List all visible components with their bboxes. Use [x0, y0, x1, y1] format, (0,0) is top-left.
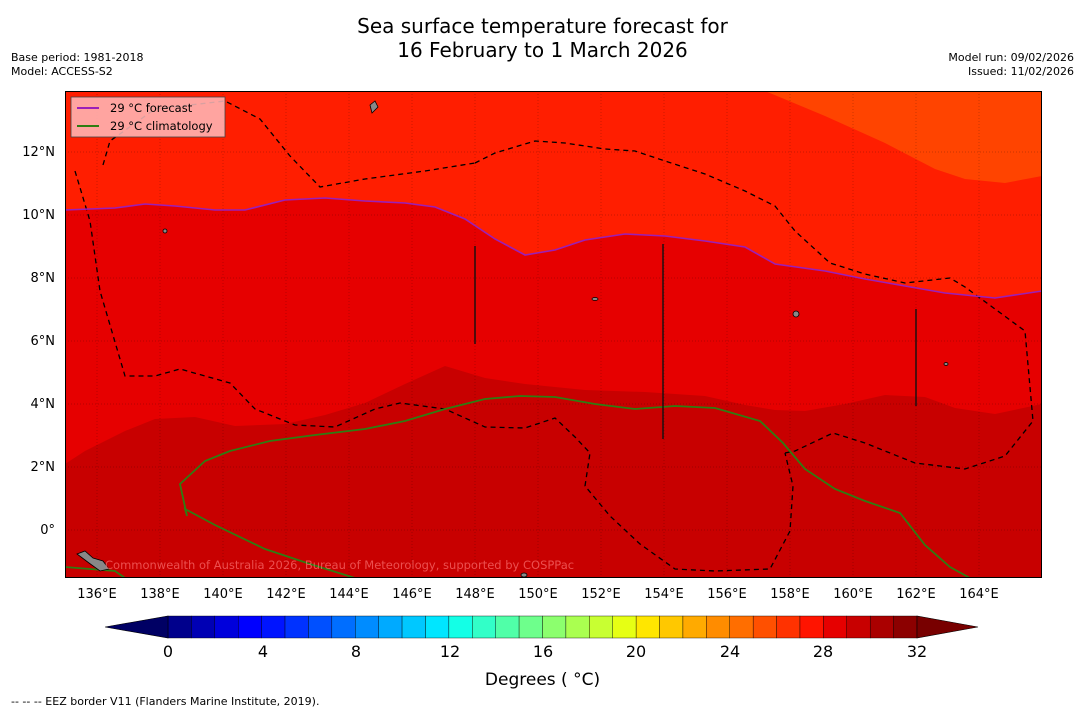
- sst-map[interactable]: 29 °C forecast 29 °C climatology Commonw…: [65, 91, 1042, 578]
- cbar-tick-12: 12: [439, 642, 461, 661]
- eez-borders: [74, 100, 1034, 572]
- lon-label-150e: 150°E: [518, 587, 558, 602]
- colorbar-cell: [846, 615, 871, 639]
- issued-date: Issued: 11/02/2026: [967, 65, 1074, 78]
- lon-label-140e: 140°E: [203, 587, 243, 602]
- colorbar-cell: [799, 615, 824, 639]
- lat-label-4n: 4°N: [30, 397, 56, 412]
- lat-label-10n: 10°N: [22, 208, 55, 223]
- eez-footnote: -- -- -- EEZ border V11 (Flanders Marine…: [11, 695, 320, 708]
- colorbar: [105, 615, 979, 639]
- colorbar-cell: [238, 615, 262, 639]
- colorbar-cell: [261, 615, 286, 639]
- colorbar-cell: [284, 615, 309, 639]
- lon-label-146e: 146°E: [392, 587, 432, 602]
- colorbar-cell: [589, 615, 613, 639]
- zone-27-28: [765, 91, 1042, 183]
- cbar-tick-28: 28: [812, 642, 834, 661]
- colorbar-cell: [682, 615, 707, 639]
- colorbar-cell: [869, 615, 894, 639]
- colorbar-under-arrow: [105, 615, 169, 639]
- lat-label-12n: 12°N: [22, 145, 55, 160]
- colorbar-cell: [893, 615, 918, 639]
- colorbar-label: Degrees ( °C): [484, 670, 601, 690]
- lon-label-138e: 138°E: [140, 587, 180, 602]
- lat-label-6n: 6°N: [30, 334, 56, 349]
- cbar-tick-32: 32: [906, 642, 928, 661]
- colorbar-cell: [565, 615, 590, 639]
- legend-forecast-label: 29 °C forecast: [110, 101, 193, 115]
- colorbar-cell: [308, 615, 333, 639]
- colorbar-cell: [472, 615, 496, 639]
- colorbar-cell: [542, 615, 567, 639]
- lon-label-148e: 148°E: [455, 587, 495, 602]
- colorbar-cell: [823, 615, 847, 639]
- colorbar-cell: [706, 615, 730, 639]
- lon-label-152e: 152°E: [581, 587, 621, 602]
- colorbar-cell: [355, 615, 379, 639]
- title-line-1: Sea surface temperature forecast for: [357, 14, 728, 38]
- colorbar-cell: [448, 615, 473, 639]
- cbar-tick-16: 16: [532, 642, 554, 661]
- lon-label-160e: 160°E: [833, 587, 873, 602]
- data-artifacts: [474, 244, 917, 439]
- contour-29-forecast: [65, 197, 1042, 299]
- model-name: Model: ACCESS-S2: [11, 65, 113, 78]
- map-frame: [65, 91, 1042, 578]
- lon-label-144e: 144°E: [329, 587, 369, 602]
- islands: [76, 100, 949, 578]
- colorbar-cell: [729, 615, 754, 639]
- meta-left: Base period: 1981-2018 Model: ACCESS-S2: [11, 51, 143, 79]
- contour-29-climatology: [65, 395, 971, 578]
- colorbar-over-arrow: [916, 615, 979, 639]
- lat-label-0: 0°: [40, 523, 55, 538]
- colorbar-cell: [635, 615, 660, 639]
- meta-right: Model run: 09/02/2026 Issued: 11/02/2026: [948, 51, 1074, 79]
- lon-label-158e: 158°E: [770, 587, 810, 602]
- lon-label-136e: 136°E: [77, 587, 117, 602]
- colorbar-cell: [495, 615, 520, 639]
- lon-label-154e: 154°E: [644, 587, 684, 602]
- colorbar-cell: [214, 615, 239, 639]
- map-legend: 29 °C forecast 29 °C climatology: [70, 96, 226, 138]
- cbar-tick-0: 0: [162, 642, 174, 661]
- lat-label-2n: 2°N: [30, 460, 56, 475]
- colorbar-cell: [331, 615, 356, 639]
- colorbar-cell: [191, 615, 216, 639]
- colorbar-cell: [378, 615, 403, 639]
- lon-label-156e: 156°E: [707, 587, 747, 602]
- base-period: Base period: 1981-2018: [11, 51, 144, 64]
- colorbar-cell: [659, 615, 684, 639]
- colorbar-cell: [425, 615, 450, 639]
- colorbar-cell: [518, 615, 543, 639]
- cbar-tick-20: 20: [625, 642, 647, 661]
- lon-label-162e: 162°E: [896, 587, 936, 602]
- chart-title: Sea surface temperature forecast for 16 …: [0, 14, 1085, 62]
- colorbar-cell: [612, 615, 637, 639]
- model-run: Model run: 09/02/2026: [948, 51, 1074, 64]
- colorbar-cell: [776, 615, 801, 639]
- cbar-tick-8: 8: [350, 642, 362, 661]
- cbar-tick-4: 4: [257, 642, 269, 661]
- lon-label-164e: 164°E: [959, 587, 999, 602]
- watermark: Commonwealth of Australia 2026, Bureau o…: [105, 558, 574, 572]
- colorbar-cell: [752, 615, 777, 639]
- cbar-tick-24: 24: [719, 642, 741, 661]
- legend-climatology-label: 29 °C climatology: [110, 119, 213, 133]
- lon-label-142e: 142°E: [266, 587, 306, 602]
- zone-30-31: [65, 366, 1042, 578]
- colorbar-cell: [401, 615, 426, 639]
- title-line-2: 16 February to 1 March 2026: [397, 38, 688, 62]
- colorbar-cell: [167, 615, 192, 639]
- lat-label-8n: 8°N: [30, 271, 56, 286]
